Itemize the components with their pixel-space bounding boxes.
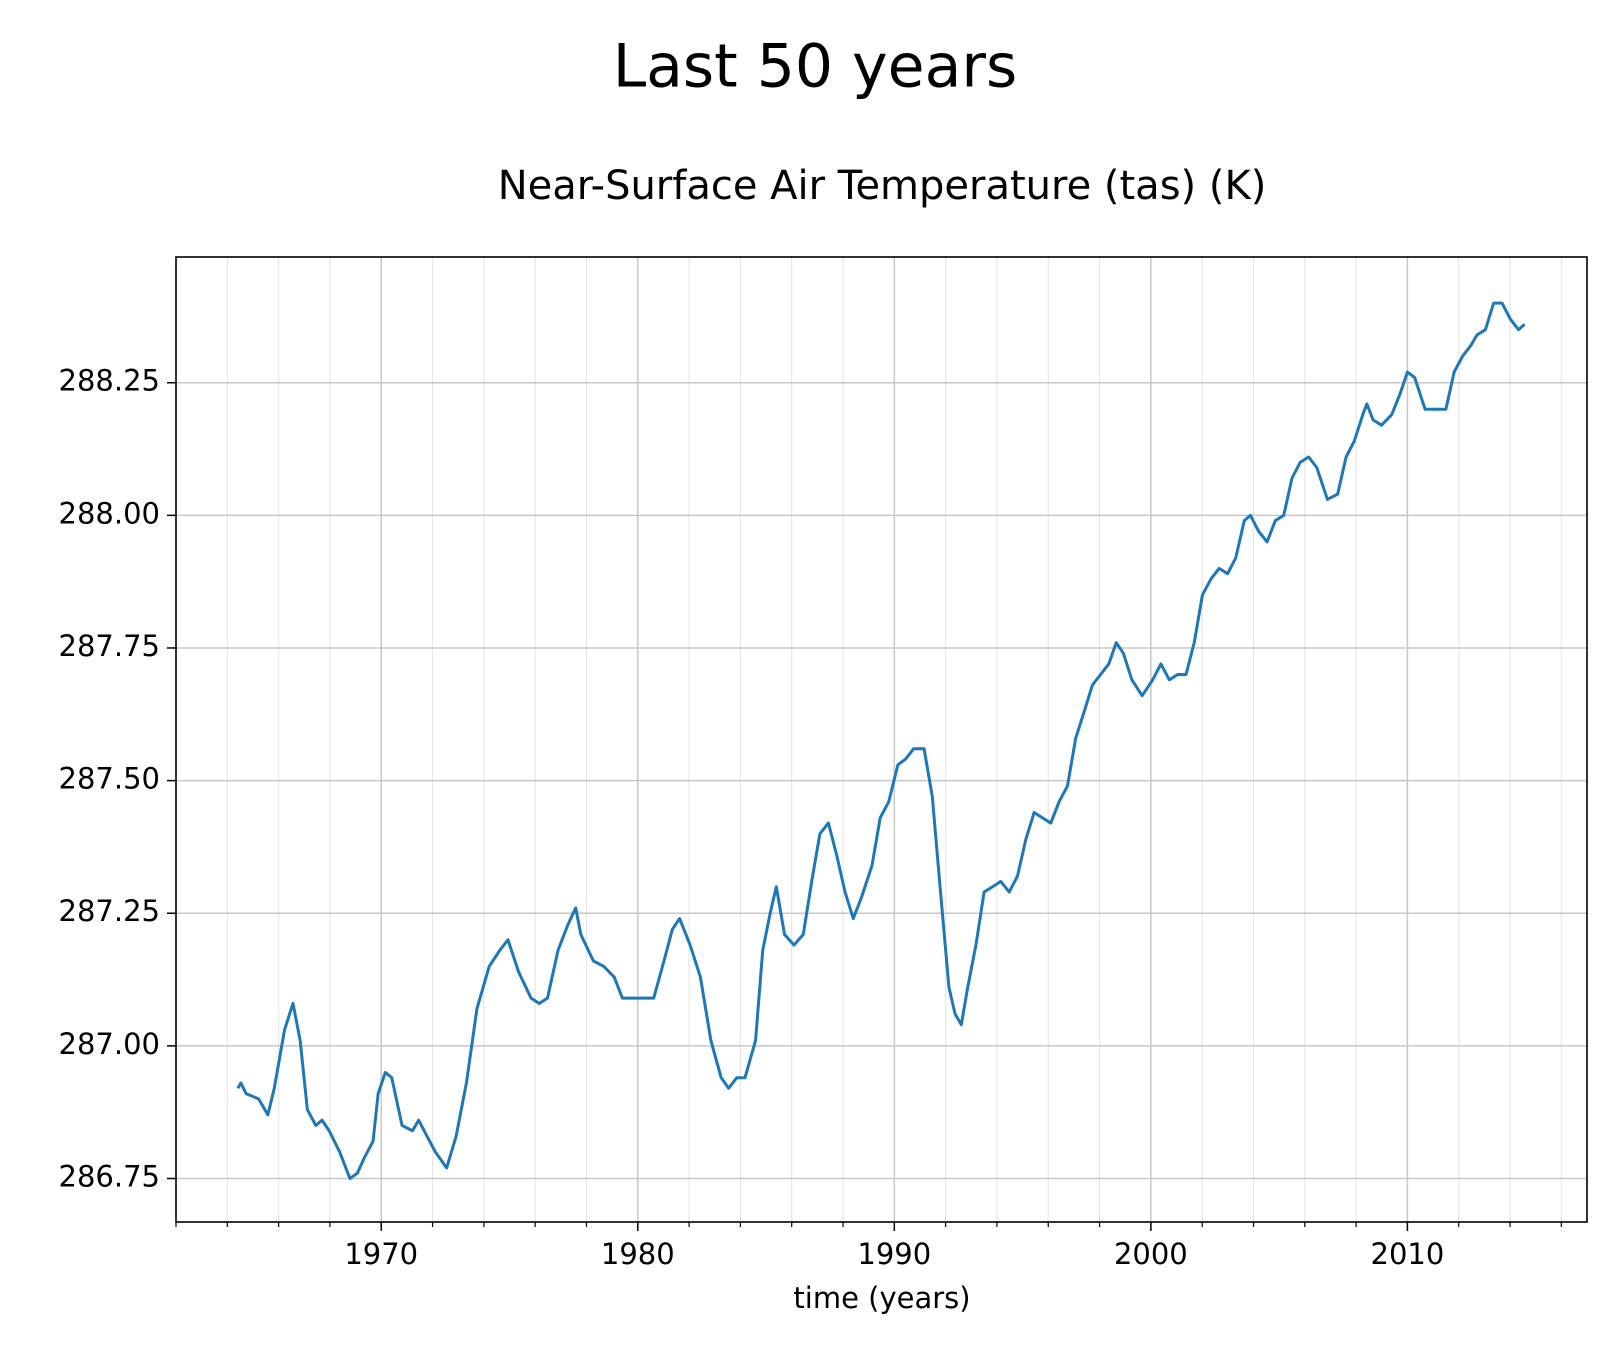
x-tick-label: 1980	[601, 1237, 675, 1271]
y-tick-label: 287.00	[59, 1027, 160, 1061]
y-tick-label: 286.75	[59, 1159, 160, 1193]
y-tick-label: 288.25	[59, 364, 160, 398]
plot-frame	[175, 256, 1588, 1223]
data-line	[236, 301, 1526, 1180]
y-tick-label: 287.50	[59, 762, 160, 796]
chart-title: Last 50 years	[613, 32, 1018, 102]
x-tick-label: 2000	[1114, 1237, 1188, 1271]
x-tick-label: 1970	[344, 1237, 418, 1271]
x-tick-label: 1990	[857, 1237, 931, 1271]
x-axis-label: time (years)	[793, 1281, 970, 1315]
chart-subtitle: Near-Surface Air Temperature (tas) (K)	[498, 163, 1267, 209]
x-tick-label: 2010	[1371, 1237, 1445, 1271]
y-tick-label: 287.75	[59, 629, 160, 663]
y-tick-label: 287.25	[59, 894, 160, 928]
y-tick-label: 288.00	[59, 496, 160, 530]
